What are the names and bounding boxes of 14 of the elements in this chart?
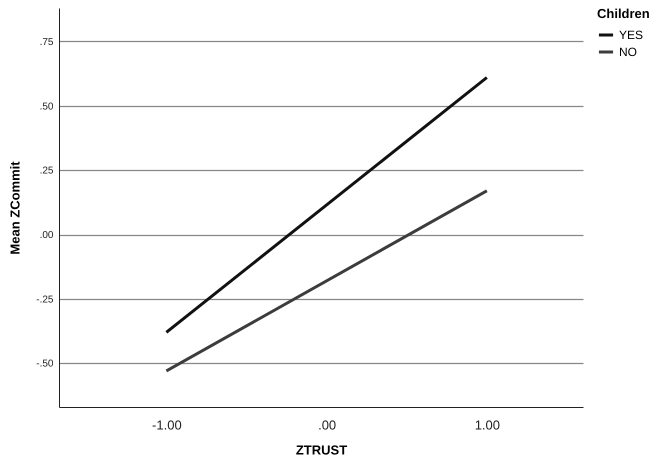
y-tick-label: -.25: [36, 294, 54, 306]
y-axis-title: Mean ZCommit: [7, 160, 22, 255]
y-tick-label: .50: [40, 101, 54, 112]
x-tick-label: -1.00: [152, 418, 182, 432]
x-axis-title: ZTRUST: [296, 442, 348, 458]
y-tick-label: .75: [40, 36, 54, 48]
y-tick-label: -.50: [36, 358, 54, 370]
legend-title: Children: [597, 6, 650, 21]
x-tick-label: 1.00: [474, 418, 500, 432]
legend-label: NO: [619, 45, 637, 59]
y-tick-label: .25: [40, 166, 54, 177]
y-tick-label: .00: [40, 230, 54, 242]
legend-label: YES: [619, 28, 644, 42]
x-tick-label: .00: [318, 418, 336, 432]
